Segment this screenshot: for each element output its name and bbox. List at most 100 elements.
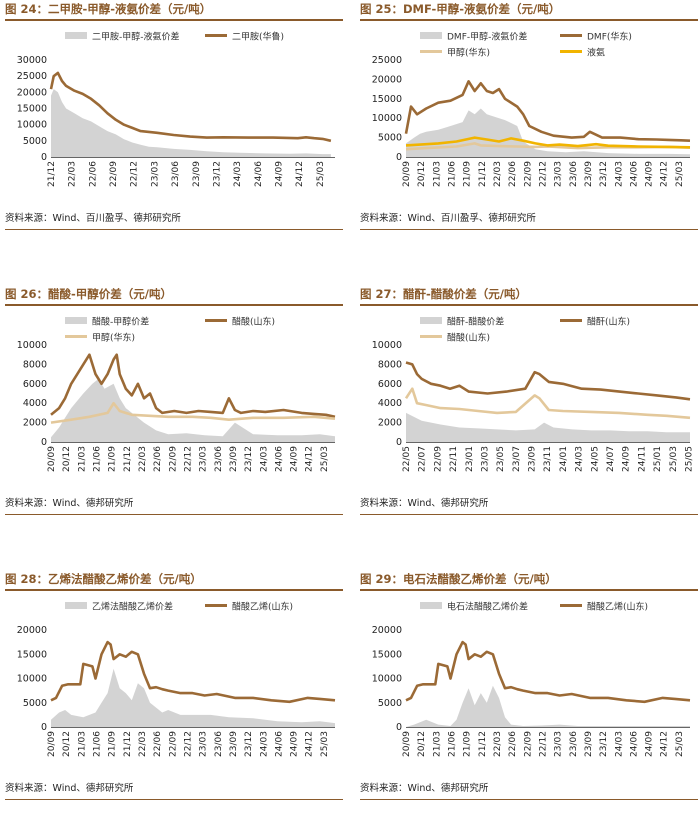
source-note: 资料来源：Wind、德邦研究所 — [5, 782, 343, 800]
x-tick-label: 25/03 — [320, 731, 330, 757]
chart-plot-27: 醋酐-醋酸价差 醋酐(山东) 醋酸(山东) 0 2000 4000 6000 8000 1000… — [372, 316, 695, 472]
source-text: Wind、德邦研究所 — [52, 783, 134, 794]
legend-label: 醋酸-甲醇价差 — [92, 316, 149, 328]
y-tick-label: 5000 — [378, 698, 402, 709]
x-tick-label: 20/09 — [402, 161, 412, 187]
x-tick-label: 22/12 — [184, 731, 194, 757]
y-tick-label: 0 — [396, 437, 402, 448]
x-tick-label: 24/09 — [645, 161, 655, 187]
x-tick-label: 20/12 — [417, 161, 427, 187]
x-tick-label: 22/09 — [523, 161, 533, 187]
x-tick-label: 20/09 — [402, 731, 412, 757]
x-tick-label: 22/09 — [109, 161, 119, 187]
x-tick-label: 23/12 — [244, 446, 254, 472]
x-tick-label: 25/03 — [669, 446, 679, 472]
x-tick-label: 21/09 — [108, 446, 118, 472]
x-tick-label: 24/09 — [290, 731, 300, 757]
x-tick-label: 20/12 — [62, 731, 72, 757]
y-tick-label: 4000 — [378, 398, 402, 409]
x-tick-label: 24/03 — [259, 731, 269, 757]
chart-title: 图 25：DMF-甲醇-液氨价差（元/吨） — [360, 2, 698, 21]
source-label: 资料来源： — [5, 498, 53, 509]
x-tick-label: 25/03 — [316, 161, 326, 187]
source-text: Wind、百川盈孚、德邦研究所 — [52, 213, 181, 224]
x-tick-label: 24/11 — [637, 446, 647, 472]
chart-panel-26: 图 26：醋酸-甲醇价差（元/吨） 醋酸-甲醇价差 醋酸(山东) 甲醇(华东) 0 20… — [5, 287, 343, 537]
line-series — [404, 79, 691, 142]
x-tick-label: 23/03 — [554, 161, 564, 187]
legend-item: 甲醇(华东) — [65, 332, 135, 344]
y-tick-label: 25000 — [372, 55, 402, 66]
x-tick-label: 22/09 — [168, 731, 178, 757]
y-tick-label: 10000 — [17, 340, 47, 351]
area-series — [51, 378, 335, 442]
y-tick-label: 5000 — [378, 133, 402, 144]
source-text: Wind、德邦研究所 — [407, 783, 489, 794]
x-tick-label: 23/07 — [512, 446, 522, 472]
x-tick-label: 24/12 — [295, 161, 305, 187]
x-tick-label: 24/06 — [274, 731, 284, 757]
y-tick-label: 10000 — [17, 674, 47, 685]
source-label: 资料来源： — [360, 498, 408, 509]
line-series — [50, 640, 336, 704]
x-tick-label: 23/12 — [599, 161, 609, 187]
chart-panel-28: 图 28：乙烯法醋酸乙烯价差（元/吨） 乙烯法醋酸乙烯价差 醋酸乙烯(山东) 0 50… — [5, 572, 343, 822]
source-text: Wind、德邦研究所 — [407, 498, 489, 509]
legend-item: DMF-甲醇-液氨价差 — [420, 31, 527, 43]
chart-panel-29: 图 29：电石法醋酸乙烯价差（元/吨） 电石法醋酸乙烯价差 醋酸乙烯(山东) 0 50… — [360, 572, 698, 822]
legend-item: 甲醇(华东) — [420, 47, 490, 59]
x-tick-label: 20/09 — [47, 731, 57, 757]
x-tick-label: 23/09 — [528, 446, 538, 472]
x-tick-label: 22/12 — [539, 161, 549, 187]
x-tick-label: 21/06 — [448, 161, 458, 187]
x-tick-label: 25/03 — [320, 446, 330, 472]
y-tick-label: 5000 — [23, 698, 47, 709]
x-tick-label: 24/06 — [629, 731, 639, 757]
chart-title: 图 24：二甲胺-甲醇-液氨价差（元/吨） — [5, 2, 343, 21]
y-tick-label: 15000 — [17, 104, 47, 115]
x-tick-label: 24/09 — [290, 446, 300, 472]
x-tick-label: 22/09 — [433, 446, 443, 472]
legend-label: 醋酐-醋酸价差 — [447, 316, 504, 328]
y-tick-label: 30000 — [17, 55, 47, 66]
legend-item: 醋酸乙烯(山东) — [560, 601, 648, 613]
x-tick-label: 22/12 — [539, 731, 549, 757]
x-tick-label: 22/03 — [493, 731, 503, 757]
chart-title: 图 28：乙烯法醋酸乙烯价差（元/吨） — [5, 572, 343, 591]
legend-label: 醋酐(山东) — [587, 316, 630, 328]
x-tick-label: 23/06 — [214, 446, 224, 472]
legend-item: 乙烯法醋酸乙烯价差 — [65, 601, 173, 613]
area-series — [406, 685, 690, 727]
x-tick-label: 22/06 — [88, 161, 98, 187]
x-tick-label: 20/12 — [62, 446, 72, 472]
x-tick-label: 21/09 — [463, 161, 473, 187]
legend-label: 醋酸乙烯(山东) — [587, 601, 648, 613]
chart-title: 图 26：醋酸-甲醇价差（元/吨） — [5, 287, 343, 306]
y-tick-label: 5000 — [23, 136, 47, 147]
line-series — [50, 353, 336, 419]
y-tick-label: 4000 — [23, 398, 47, 409]
y-tick-label: 8000 — [378, 359, 402, 370]
legend-item: 液氨 — [560, 47, 605, 59]
x-tick-label: 24/06 — [254, 161, 264, 187]
x-tick-label: 23/12 — [599, 731, 609, 757]
x-tick-label: 23/12 — [244, 731, 254, 757]
x-tick-label: 25/05 — [684, 446, 694, 472]
legend-label: 甲醇(华东) — [447, 47, 490, 59]
x-tick-label: 23/03 — [554, 731, 564, 757]
y-tick-label: 10000 — [372, 113, 402, 124]
x-tick-label: 24/03 — [614, 161, 624, 187]
x-tick-label: 21/06 — [93, 446, 103, 472]
x-tick-label: 22/06 — [508, 161, 518, 187]
legend-label: 乙烯法醋酸乙烯价差 — [92, 601, 173, 613]
legend-label: 二甲胺(华鲁) — [232, 31, 284, 43]
x-tick-label: 23/09 — [584, 161, 594, 187]
y-tick-label: 20000 — [17, 87, 47, 98]
x-tick-label: 21/12 — [123, 731, 133, 757]
line-series — [49, 71, 332, 143]
legend-item: 醋酸(山东) — [420, 332, 490, 344]
x-tick-label: 21/03 — [77, 446, 87, 472]
y-tick-label: 20000 — [17, 625, 47, 636]
x-tick-label: 22/06 — [508, 731, 518, 757]
x-tick-label: 23/06 — [171, 161, 181, 187]
